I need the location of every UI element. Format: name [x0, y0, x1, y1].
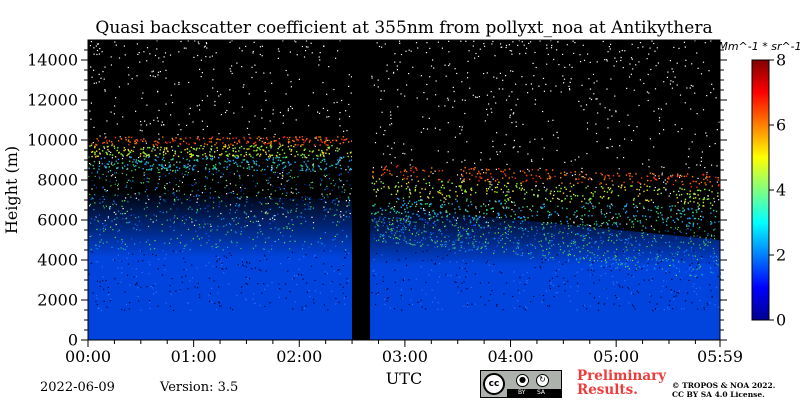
share-alike-icon: ↻ — [536, 374, 549, 387]
colorbar-tick-label: 8 — [776, 51, 786, 70]
preliminary-notice: Preliminary Results. — [577, 369, 666, 397]
x-tick-label: 00:00 — [65, 347, 111, 366]
y-tick-label: 2000 — [37, 291, 78, 310]
sa-label: SA — [537, 389, 546, 396]
aerosol-layer-right — [370, 205, 720, 340]
x-tick-label: 01:00 — [171, 347, 217, 366]
attribution-icon: ● — [516, 374, 529, 387]
colorbar-unit-label: Mm^-1 * sr^-1 — [718, 40, 800, 53]
aerosol-layer-left — [88, 190, 353, 340]
no-data-gap — [352, 40, 371, 340]
preliminary-line-2: Results. — [577, 382, 638, 398]
y-tick-label: 10000 — [27, 131, 78, 150]
y-tick-label: 14000 — [27, 51, 78, 70]
y-tick-label: 0 — [68, 331, 78, 350]
colorbar-tick-label: 2 — [776, 246, 786, 265]
date-label: 2022-06-09 — [40, 380, 115, 395]
colorbar-tick-label: 0 — [776, 311, 786, 330]
copyright-line-2: CC BY SA 4.0 License. — [672, 390, 765, 399]
version-label: Version: 3.5 — [160, 380, 239, 395]
colorbar-gradient — [751, 59, 770, 321]
y-axis-label: Height (m) — [2, 146, 21, 234]
colorbar-tick-label: 4 — [776, 181, 786, 200]
x-tick-label: 04:00 — [487, 347, 533, 366]
copyright-line-1: © TROPOS & NOA 2022. — [672, 381, 776, 390]
colorbar-tick-label: 6 — [776, 116, 786, 135]
x-tick-label: 02:00 — [276, 347, 322, 366]
license-strip: BY SA — [507, 389, 561, 397]
y-axis: 0 2000 4000 6000 8000 10000 12000 14000 — [27, 49, 727, 350]
y-tick-label: 4000 — [37, 251, 78, 270]
creative-commons-icon: cc — [483, 373, 505, 395]
chart-title: Quasi backscatter coefficient at 355nm f… — [95, 18, 712, 38]
x-tick-label: 03:00 — [382, 347, 428, 366]
colorbar: 0 2 4 6 8 — [751, 51, 786, 330]
x-axis: 00:00 01:00 02:00 03:00 04:00 05:00 05:59 — [65, 340, 743, 366]
x-tick-label: 05:00 — [593, 347, 639, 366]
x-axis-label: UTC — [386, 369, 422, 388]
x-tick-label: 05:59 — [697, 347, 743, 366]
y-tick-label: 6000 — [37, 211, 78, 230]
preliminary-line-1: Preliminary — [577, 368, 667, 384]
cc-license-badge: cc ● ↻ BY SA — [480, 370, 562, 398]
backscatter-speckle — [88, 40, 722, 312]
y-tick-label: 8000 — [37, 171, 78, 190]
by-label: BY — [518, 389, 526, 396]
y-tick-label: 12000 — [27, 91, 78, 110]
copyright-notice: © TROPOS & NOA 2022. CC BY SA 4.0 Licens… — [672, 381, 775, 399]
plot-area — [87, 39, 722, 341]
